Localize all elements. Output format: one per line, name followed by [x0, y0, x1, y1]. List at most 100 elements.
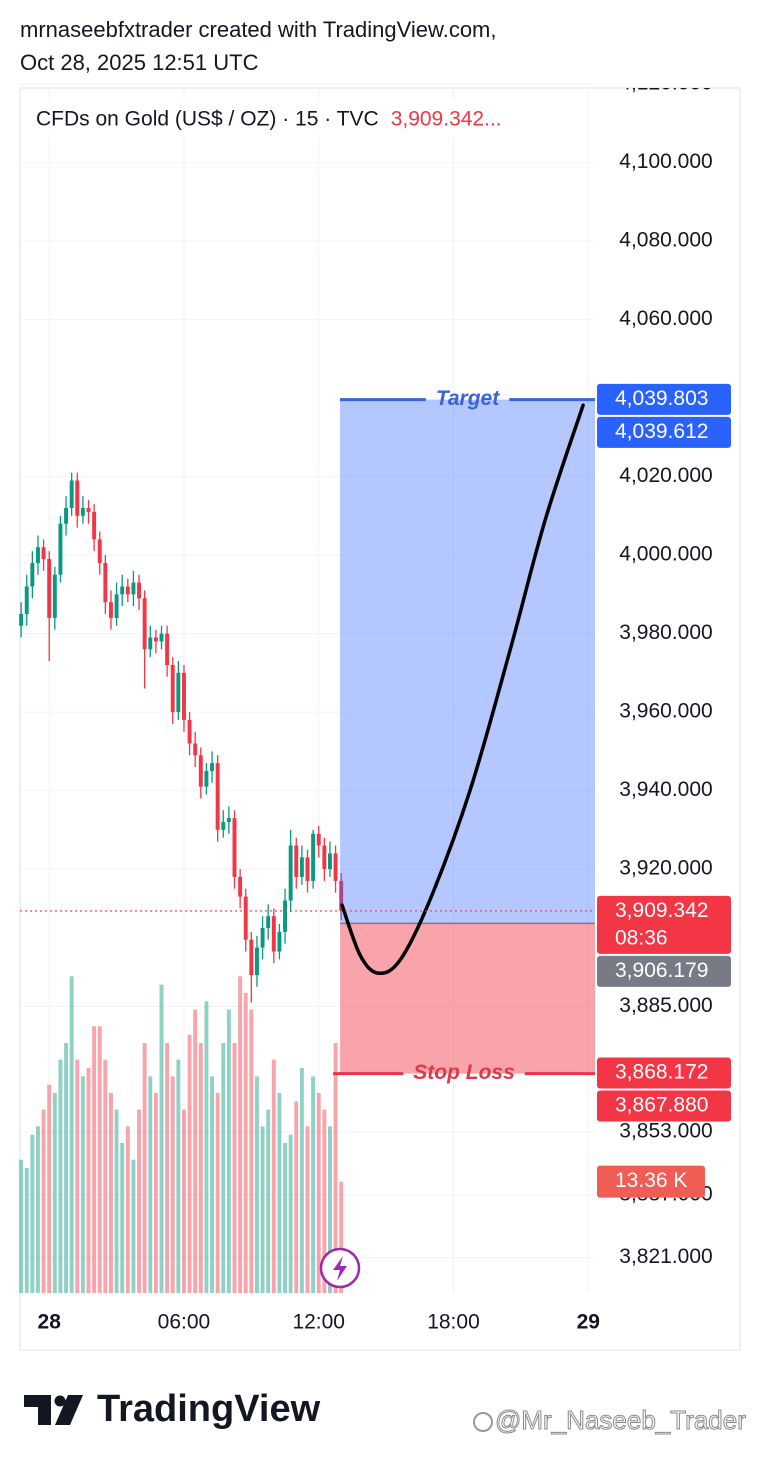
- date-line: Oct 28, 2025 12:51 UTC: [20, 50, 259, 75]
- legend-bg: [22, 100, 562, 138]
- volume-bar: [198, 1043, 203, 1293]
- price-axis: 4,120.000 4,100.000 4,080.000 4,060.000 4,02…: [619, 72, 712, 1268]
- candle-body: [103, 562, 108, 603]
- candle-body: [260, 927, 265, 948]
- candle-body: [69, 480, 74, 508]
- volume-bar: [97, 1026, 102, 1293]
- candle-body: [170, 664, 175, 713]
- candle-body: [64, 507, 69, 524]
- watermark-icon: [473, 1412, 493, 1432]
- y-tick-label: 3,940.000: [619, 778, 712, 801]
- candle-body: [333, 853, 338, 881]
- volume-bar: [137, 1109, 142, 1293]
- volume-bar: [36, 1126, 40, 1293]
- candle-body: [187, 719, 192, 744]
- candles: [19, 472, 344, 1003]
- candle-body: [125, 586, 130, 595]
- price-label-box: [597, 895, 731, 954]
- candle-body: [75, 480, 80, 516]
- volume-bar: [30, 1134, 35, 1293]
- volume-bar: [58, 1059, 63, 1293]
- candle-body: [339, 880, 344, 911]
- replay-icon[interactable]: [319, 1247, 361, 1289]
- y-tick-label: 4,020.000: [619, 464, 712, 487]
- volume-bar: [204, 1001, 209, 1293]
- candle-body: [92, 511, 97, 540]
- watermark: @Mr_Naseeb_Trader: [495, 1405, 746, 1435]
- candle-body: [210, 763, 215, 771]
- volume-bar: [288, 1134, 293, 1293]
- volume-bar: [80, 1076, 85, 1293]
- volume-bar: [243, 993, 248, 1293]
- brand-name: TradingView: [97, 1388, 321, 1430]
- volume-bar: [181, 1109, 186, 1293]
- volume-bar: [271, 1059, 276, 1293]
- volume-bar: [148, 1076, 153, 1293]
- target-label: Target: [436, 387, 500, 410]
- candle-body: [327, 853, 332, 870]
- candle-body: [47, 559, 52, 618]
- price-label-box: [597, 1090, 731, 1122]
- stop-label: Stop Loss: [413, 1061, 515, 1084]
- candle-body: [142, 598, 147, 650]
- volume-bar: [109, 1093, 113, 1293]
- volume-bar: [277, 1093, 282, 1293]
- candle-body: [232, 818, 237, 877]
- candle-body: [299, 857, 304, 877]
- volume-bar: [299, 1068, 304, 1293]
- candle-body: [305, 857, 310, 881]
- candle-body: [204, 770, 209, 787]
- volume-bar: [294, 1101, 299, 1293]
- volume-bar: [322, 1109, 327, 1293]
- price-label-box: [597, 383, 731, 415]
- x-tick-label: 29: [577, 1311, 600, 1334]
- volume-bar: [193, 1009, 198, 1293]
- author-line: mrnaseebfxtrader created with TradingVie…: [20, 17, 497, 42]
- candle-body: [294, 845, 299, 877]
- candle-body: [153, 637, 158, 642]
- candle-body: [238, 876, 243, 897]
- volume-bar: [64, 1043, 69, 1293]
- profit-zone: [340, 399, 595, 924]
- price-label: 4,039.612: [615, 420, 708, 443]
- volume-label-box: [597, 1165, 705, 1198]
- volume-bar: [19, 1159, 24, 1293]
- volume-bar: [311, 1076, 316, 1293]
- candle-body: [243, 896, 248, 940]
- price-label-box: [597, 416, 731, 448]
- volume-bar: [103, 1059, 108, 1293]
- volume-bar: [131, 1159, 136, 1293]
- volume-bar: [254, 1076, 259, 1293]
- candle-body: [131, 582, 136, 595]
- volume-bar: [142, 1043, 147, 1293]
- volume-bar: [266, 1109, 271, 1293]
- candle-body: [36, 547, 40, 563]
- candle-body: [58, 523, 63, 575]
- candle-body: [137, 582, 142, 599]
- y-tick-label: 3,821.000: [619, 1245, 712, 1268]
- x-tick-label: 06:00: [158, 1311, 211, 1334]
- volume-bar: [215, 1093, 220, 1293]
- volume-bar: [176, 1059, 181, 1293]
- y-tick-label: 4,100.000: [619, 150, 712, 173]
- volume-bar: [283, 1143, 288, 1293]
- candle-body: [221, 821, 226, 830]
- volume-bar: [75, 1059, 80, 1293]
- price-label: 4,039.803: [615, 387, 708, 410]
- price-countdown: 08:36: [615, 926, 668, 949]
- volume-bar: [153, 1093, 158, 1293]
- candle-body: [198, 755, 203, 787]
- volume-bar: [221, 1043, 226, 1293]
- candle-body: [97, 539, 102, 563]
- candle-body: [181, 672, 186, 720]
- y-tick-label: 4,060.000: [619, 307, 712, 330]
- volume-bar: [41, 1109, 46, 1293]
- volume-bar: [238, 976, 243, 1293]
- candle-body: [120, 586, 125, 595]
- candle-body: [277, 931, 282, 952]
- volume-bar: [333, 1043, 338, 1293]
- candle-body: [52, 574, 57, 618]
- y-tick-label: 4,120.000: [619, 72, 712, 95]
- volume-bar: [260, 1126, 265, 1293]
- y-tick-label: 3,920.000: [619, 857, 712, 880]
